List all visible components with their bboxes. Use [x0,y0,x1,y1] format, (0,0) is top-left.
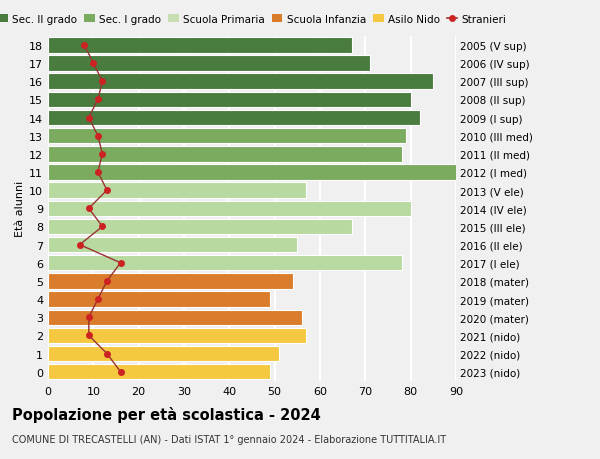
Bar [48,56,370,72]
Text: COMUNE DI TRECASTELLI (AN) - Dati ISTAT 1° gennaio 2024 - Elaborazione TUTTITALI: COMUNE DI TRECASTELLI (AN) - Dati ISTAT … [12,434,446,444]
Bar [48,256,401,271]
Bar [48,310,302,325]
Bar [48,165,461,180]
Bar [48,74,433,90]
Bar [48,346,279,362]
Bar [48,364,270,380]
Bar [48,328,307,343]
Text: Popolazione per età scolastica - 2024: Popolazione per età scolastica - 2024 [12,406,321,422]
Bar [48,274,293,289]
Bar [48,183,307,198]
Bar [48,38,352,54]
Bar [48,292,270,307]
Bar [48,237,298,253]
Y-axis label: Età alunni: Età alunni [15,181,25,237]
Bar [48,111,420,126]
Bar [48,147,401,162]
Bar [48,129,406,144]
Bar [48,201,410,217]
Bar [48,219,352,235]
Bar [48,92,410,108]
Legend: Sec. II grado, Sec. I grado, Scuola Primaria, Scuola Infanzia, Asilo Nido, Stran: Sec. II grado, Sec. I grado, Scuola Prim… [0,15,506,25]
